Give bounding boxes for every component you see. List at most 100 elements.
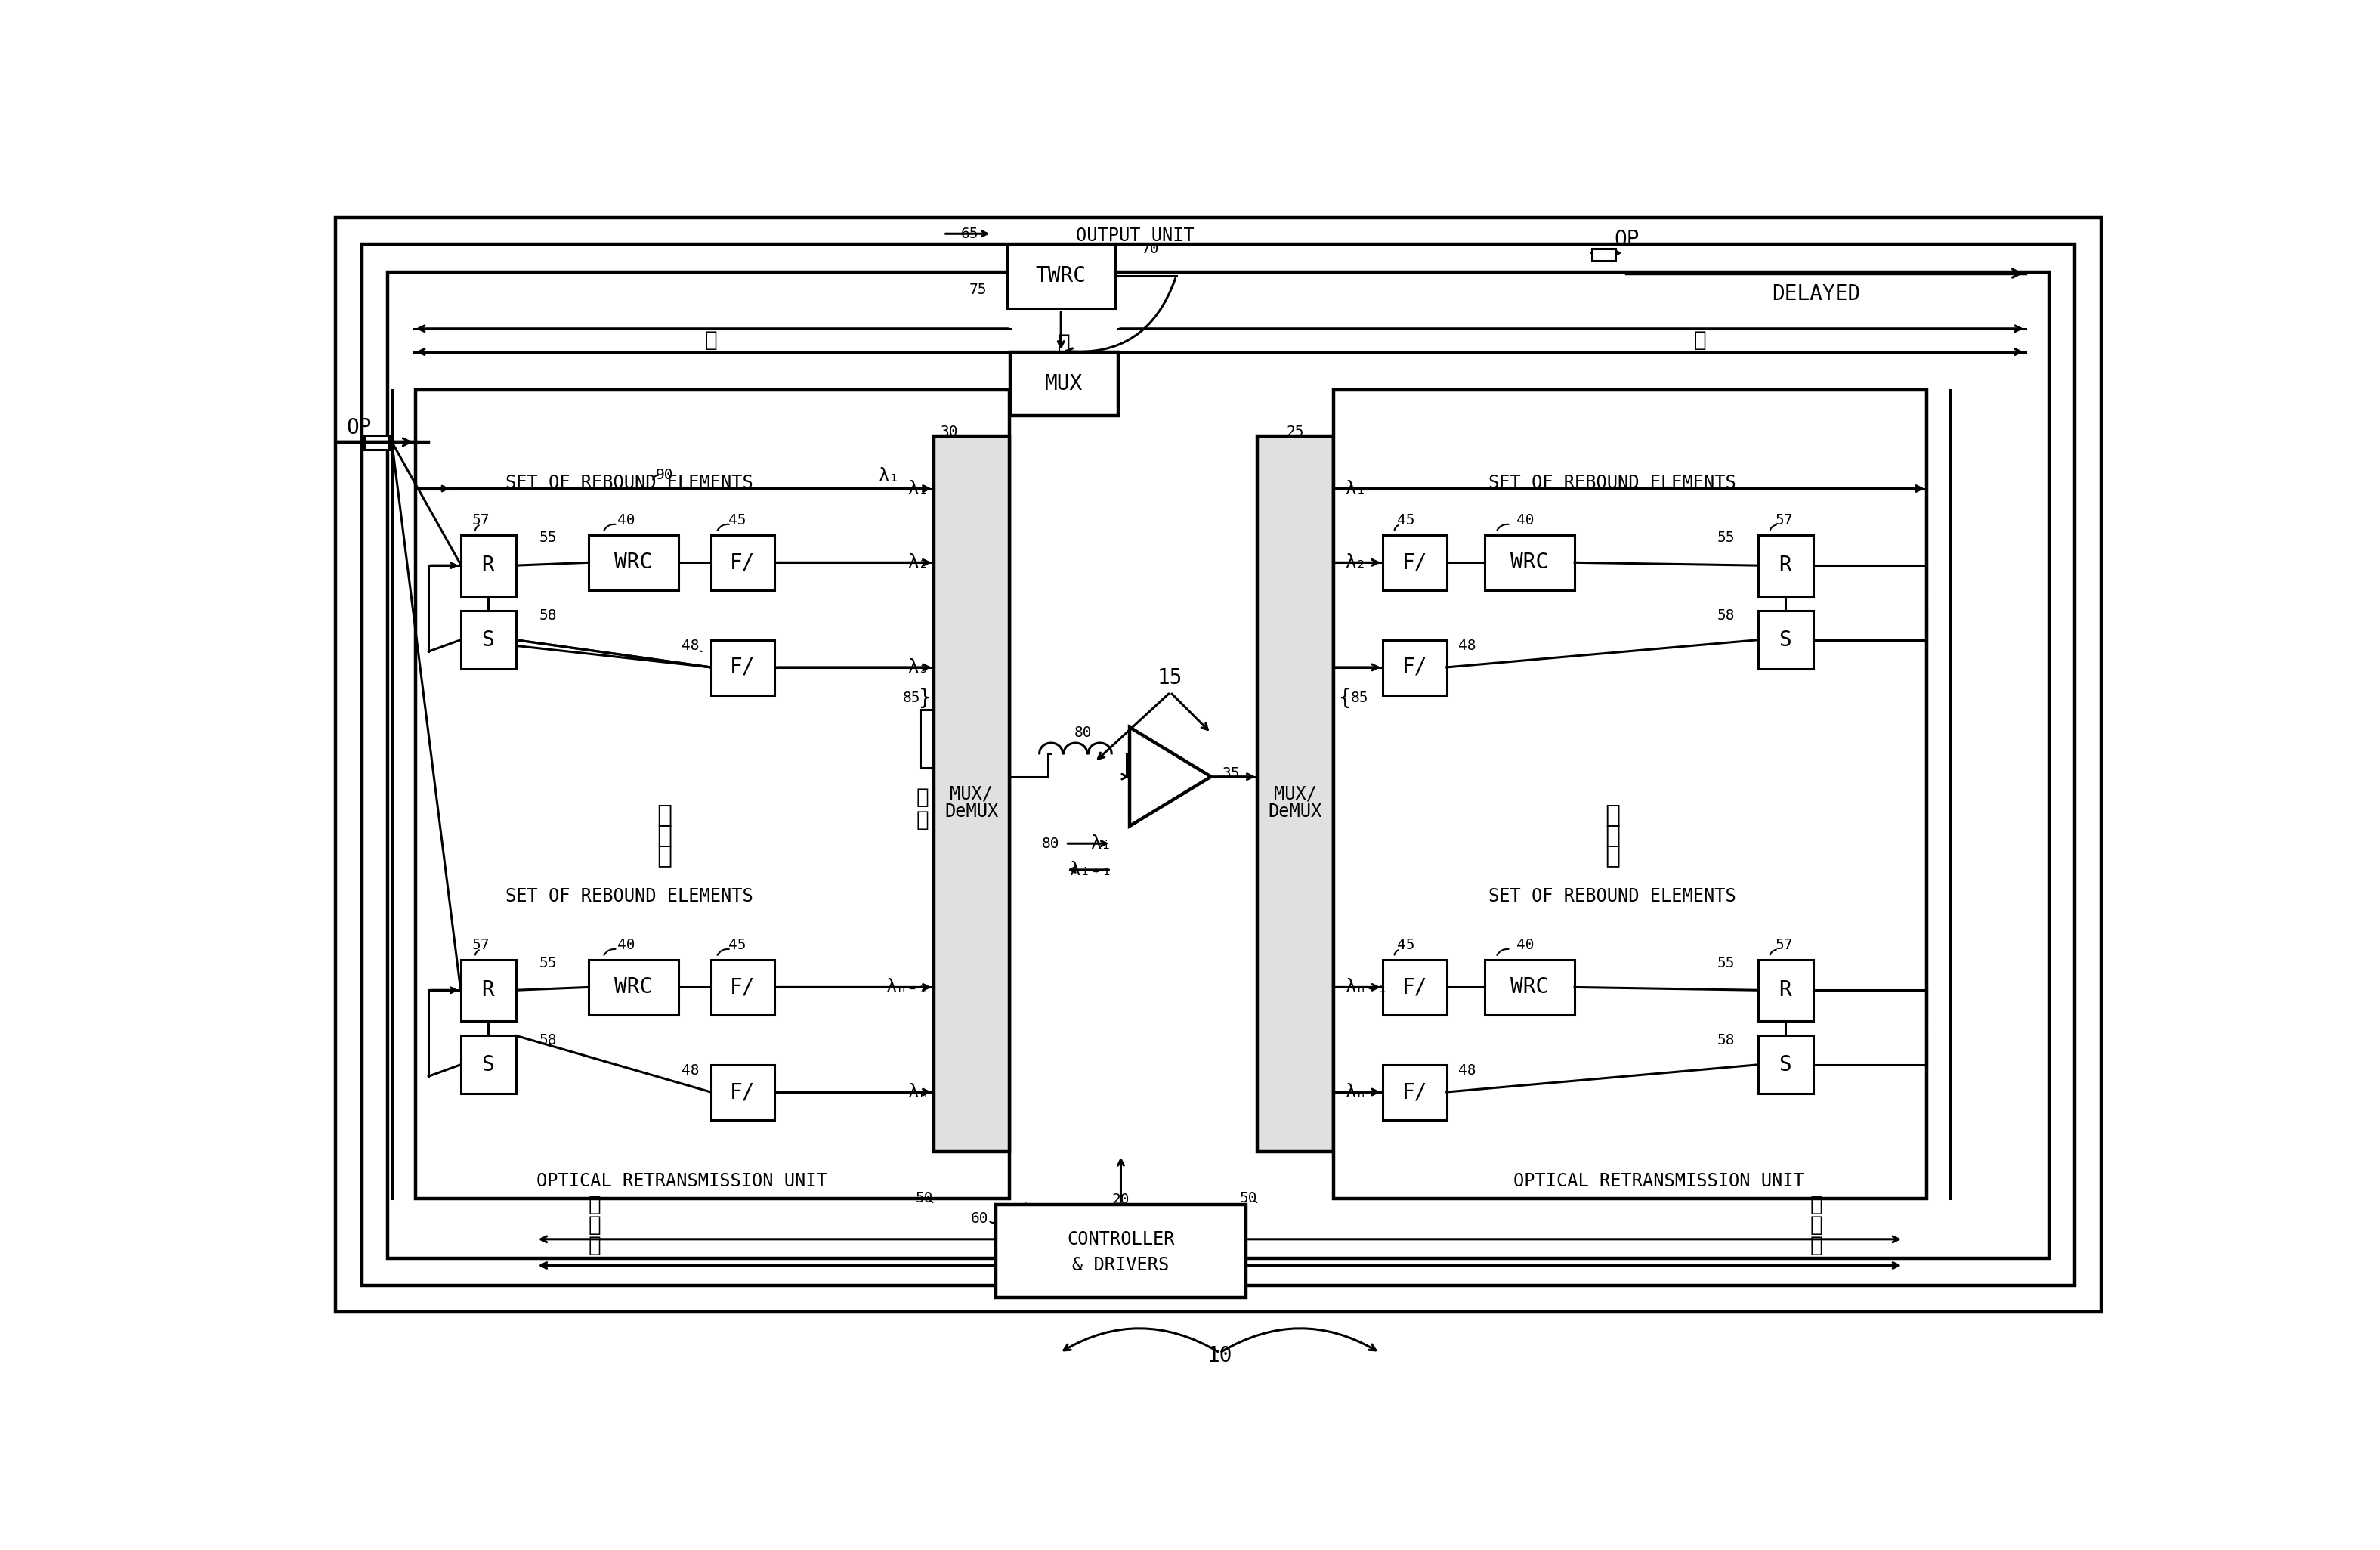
Bar: [364, 436, 388, 450]
Polygon shape: [1130, 727, 1211, 826]
Bar: [712, 640, 776, 694]
Bar: [1257, 436, 1333, 1152]
Text: ⋮: ⋮: [657, 823, 671, 848]
Text: DELAYED: DELAYED: [1771, 284, 1861, 304]
Bar: [1485, 959, 1576, 1015]
Text: MUX/: MUX/: [1273, 784, 1316, 803]
Bar: [1485, 535, 1576, 591]
Text: 35: 35: [1223, 767, 1240, 781]
Text: λ₁: λ₁: [878, 467, 900, 485]
Text: OP: OP: [345, 417, 371, 439]
Text: OPTICAL RETRANSMISSION UNIT: OPTICAL RETRANSMISSION UNIT: [1514, 1172, 1804, 1190]
Text: 48: 48: [1459, 1063, 1476, 1077]
Text: 70: 70: [1142, 242, 1159, 256]
Bar: [1383, 535, 1447, 591]
Bar: [1759, 535, 1814, 597]
Text: OUTPUT UNIT: OUTPUT UNIT: [1076, 226, 1195, 245]
Text: λ₃: λ₃: [907, 659, 928, 676]
Text: 55: 55: [1716, 532, 1735, 546]
Bar: [712, 535, 776, 591]
Text: {: {: [1338, 688, 1352, 708]
Text: & DRIVERS: & DRIVERS: [1073, 1257, 1169, 1274]
Text: 57: 57: [1775, 938, 1792, 953]
Text: ⋮: ⋮: [704, 330, 716, 350]
Text: SET OF REBOUND ELEMENTS: SET OF REBOUND ELEMENTS: [1488, 887, 1737, 905]
Text: 90: 90: [655, 468, 674, 482]
Text: ⋮: ⋮: [1604, 801, 1621, 828]
Bar: [1368, 885, 1823, 1195]
Text: 40: 40: [616, 513, 635, 529]
Bar: [995, 1204, 1247, 1297]
Text: ⋮: ⋮: [588, 1234, 600, 1256]
Text: ⋮: ⋮: [588, 1194, 600, 1215]
Text: λₙ₋₁: λₙ₋₁: [1345, 978, 1388, 997]
Text: ⋮: ⋮: [1057, 333, 1071, 353]
Text: F/: F/: [1402, 1082, 1428, 1102]
Bar: [362, 245, 2075, 1286]
Text: λₙ₋₁: λₙ₋₁: [885, 978, 928, 997]
Text: 58: 58: [538, 608, 557, 623]
Text: MUX/: MUX/: [950, 784, 992, 803]
Text: 80: 80: [1042, 837, 1059, 851]
Bar: [1759, 959, 1814, 1021]
Text: F/: F/: [1402, 657, 1428, 677]
Text: F/: F/: [731, 657, 754, 677]
Text: F/: F/: [731, 977, 754, 998]
Text: S: S: [1778, 629, 1792, 651]
Text: λₙ: λₙ: [1345, 1083, 1366, 1100]
Text: 30: 30: [940, 425, 959, 439]
Bar: [712, 959, 776, 1015]
Text: 58: 58: [1716, 1032, 1735, 1048]
Text: λₙ: λₙ: [907, 1083, 928, 1100]
Bar: [1383, 959, 1447, 1015]
Text: λ₁: λ₁: [907, 479, 928, 498]
Text: ⋮: ⋮: [657, 843, 671, 868]
Text: OP: OP: [1614, 229, 1640, 250]
Text: ⋮: ⋮: [1809, 1194, 1823, 1215]
Text: DeMUX: DeMUX: [1269, 803, 1323, 820]
Bar: [1759, 611, 1814, 670]
Bar: [992, 219, 1278, 319]
Text: ⋮: ⋮: [916, 786, 928, 808]
Text: }: }: [919, 688, 931, 708]
Text: 15: 15: [1157, 666, 1183, 688]
Text: ⋮: ⋮: [657, 801, 671, 828]
Bar: [462, 1035, 516, 1094]
Text: TWRC: TWRC: [1035, 265, 1085, 287]
Text: CONTROLLER: CONTROLLER: [1066, 1231, 1176, 1248]
Text: R: R: [481, 555, 495, 577]
Text: 55: 55: [538, 532, 557, 546]
Text: F/: F/: [731, 552, 754, 574]
Text: 25: 25: [1288, 425, 1304, 439]
Text: F/: F/: [731, 1082, 754, 1102]
Text: 80: 80: [1073, 725, 1092, 741]
Text: 48: 48: [1459, 639, 1476, 653]
Text: ⋮: ⋮: [916, 809, 928, 831]
Text: 57: 57: [1775, 513, 1792, 529]
Text: SET OF REBOUND ELEMENTS: SET OF REBOUND ELEMENTS: [505, 887, 752, 905]
Bar: [462, 959, 516, 1021]
Text: 85: 85: [902, 691, 921, 705]
Bar: [1592, 248, 1616, 260]
Text: 65: 65: [962, 226, 978, 240]
Text: R: R: [481, 980, 495, 1001]
Text: WRC: WRC: [614, 977, 652, 998]
Text: 85: 85: [1352, 691, 1368, 705]
Text: F/: F/: [1402, 977, 1428, 998]
Text: ⋮: ⋮: [1809, 1234, 1823, 1256]
Text: 45: 45: [1397, 938, 1414, 953]
Text: ⋮: ⋮: [1604, 843, 1621, 868]
Bar: [452, 471, 904, 783]
Text: 57: 57: [471, 938, 490, 953]
Bar: [462, 611, 516, 670]
Text: 45: 45: [1397, 513, 1414, 529]
Bar: [462, 535, 516, 597]
Text: 45: 45: [728, 513, 745, 529]
Bar: [1007, 245, 1114, 308]
Text: 57: 57: [471, 513, 490, 529]
Text: ⋮: ⋮: [588, 1214, 600, 1235]
Text: 45: 45: [728, 938, 745, 953]
Bar: [588, 535, 678, 591]
Text: S: S: [481, 1054, 495, 1076]
Text: WRC: WRC: [1511, 552, 1549, 574]
